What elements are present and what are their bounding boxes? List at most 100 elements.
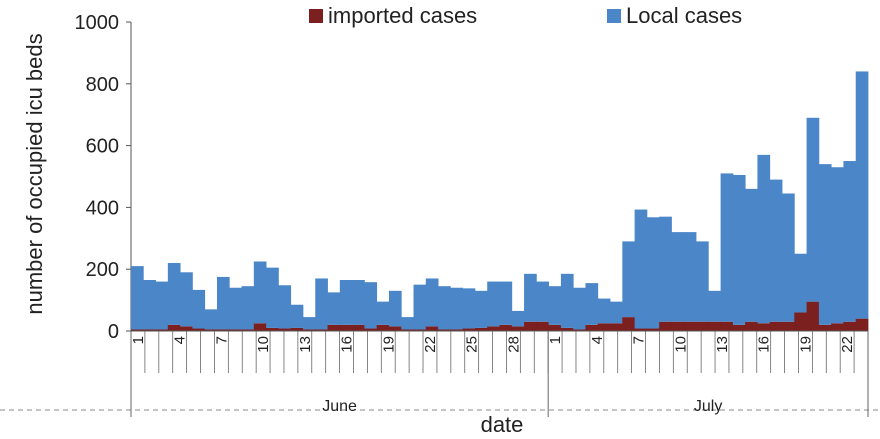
bar-imported	[757, 323, 771, 331]
bar-imported	[388, 326, 402, 331]
x-tick-label: 10	[255, 336, 272, 353]
bar-imported	[376, 324, 390, 331]
x-tick-label: 4	[589, 336, 606, 344]
x-tick-label: 7	[631, 336, 648, 344]
bar-local	[622, 241, 636, 318]
y-tick-label: 800	[86, 74, 119, 96]
bar-imported	[155, 329, 169, 331]
bar-imported	[610, 323, 623, 331]
bar-local	[216, 276, 230, 330]
bar-local	[315, 278, 328, 330]
bar-local	[192, 289, 206, 329]
x-tick-label: 1	[547, 336, 564, 344]
bar-imported	[167, 324, 181, 331]
bar-imported	[818, 324, 832, 331]
bar-imported	[315, 329, 328, 331]
x-tick-label: 19	[797, 336, 814, 353]
x-axis: 1 4 7 10 13 16 19 22 25 28 1 4 7 10 13 16 19 22 June July	[0, 330, 880, 417]
bar-imported	[806, 301, 820, 331]
bar-imported	[425, 326, 439, 331]
bar-local	[450, 287, 464, 330]
bar-imported	[585, 324, 599, 331]
bar-local	[278, 285, 292, 329]
bar-local	[585, 283, 599, 325]
bar-local	[745, 188, 758, 322]
bar-imported	[253, 323, 267, 331]
bar-imported	[278, 328, 292, 331]
bar-local	[720, 173, 734, 322]
bar-local	[597, 298, 611, 324]
bar-local	[560, 273, 574, 328]
bar-local	[573, 287, 586, 330]
bars	[131, 71, 869, 331]
legend-swatch-local	[607, 9, 621, 23]
bar-imported	[131, 329, 144, 331]
bar-imported	[843, 321, 857, 331]
month-label: July	[694, 398, 722, 415]
y-axis: 0 200 400 600 800 1000	[75, 12, 132, 343]
bar-imported	[352, 324, 365, 331]
bar-imported	[401, 329, 414, 331]
bar-imported	[708, 321, 721, 331]
x-axis-title: date	[481, 412, 524, 437]
bar-local	[388, 290, 402, 327]
bar-local	[831, 167, 844, 324]
bar-local	[290, 304, 304, 328]
bar-local	[708, 290, 721, 322]
y-tick-label: 600	[86, 136, 119, 158]
bar-imported	[782, 321, 795, 331]
bar-local	[536, 281, 550, 322]
bar-imported	[499, 324, 513, 331]
bar-imported	[560, 327, 574, 331]
bar-imported	[241, 329, 255, 331]
legend-label-imported: imported cases	[328, 3, 477, 28]
bar-imported	[339, 324, 353, 331]
x-tick-label: 13	[297, 336, 314, 353]
bar-local	[696, 241, 709, 322]
x-tick-label: 10	[672, 336, 689, 353]
bar-imported	[290, 327, 304, 331]
bar-local	[425, 278, 439, 327]
bar-local	[659, 216, 672, 322]
bar-imported	[204, 329, 218, 331]
bar-imported	[524, 321, 537, 331]
bar-local	[143, 280, 156, 330]
x-tick-label: 16	[756, 336, 773, 353]
bar-local	[499, 281, 513, 325]
bar-imported	[696, 321, 709, 331]
bar-local	[155, 281, 169, 330]
bar-local	[413, 284, 427, 330]
bar-local	[253, 261, 267, 324]
x-tick-label: 22	[839, 336, 856, 353]
bar-imported	[327, 324, 341, 331]
bar-local	[818, 164, 832, 325]
legend-swatch-imported	[309, 9, 323, 23]
bar-imported	[413, 329, 427, 331]
bar-imported	[720, 321, 734, 331]
bar-local	[462, 288, 476, 329]
bar-imported	[450, 329, 464, 331]
bar-imported	[634, 328, 648, 331]
bar-imported	[180, 326, 193, 331]
bar-local	[487, 281, 500, 327]
bar-local	[634, 209, 648, 329]
bar-local	[782, 193, 795, 322]
y-tick-label: 400	[86, 197, 119, 219]
x-tick-label: 28	[505, 336, 522, 353]
y-axis-title: number of occupied icu beds	[22, 33, 47, 314]
bar-local	[646, 217, 660, 329]
bar-local	[610, 301, 623, 324]
bar-imported	[831, 323, 844, 331]
bar-local	[524, 273, 537, 322]
bar-local	[843, 161, 857, 322]
bar-imported	[794, 312, 807, 331]
y-tick-label: 1000	[75, 12, 120, 34]
bar-local	[241, 286, 255, 330]
bar-imported	[659, 321, 672, 331]
legend-label-local: Local cases	[626, 3, 742, 28]
bar-local	[352, 280, 365, 325]
bar-imported	[229, 329, 242, 331]
bar-imported	[364, 328, 378, 331]
bar-imported	[597, 323, 611, 331]
